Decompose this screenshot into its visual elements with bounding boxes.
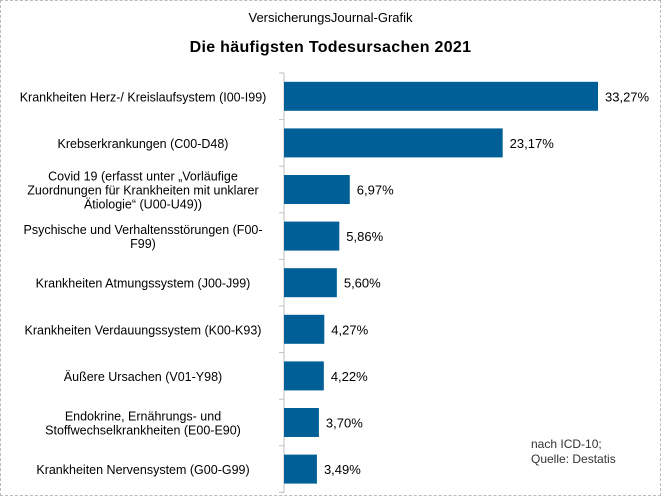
category-label: Krankheiten Herz-/ Kreislaufsystem (I00-… <box>20 90 267 104</box>
chart-note: nach ICD-10; Quelle: Destatis <box>531 437 616 467</box>
category-label: Psychische und Verhaltensstörungen (F00- <box>23 223 262 237</box>
bar <box>284 81 598 111</box>
category-label: Ätiologie“ (U00-U49)) <box>84 198 202 212</box>
chart-source: VersicherungsJournal-Grafik <box>248 10 413 25</box>
category-label: Krankheiten Verdauungssystem (K00-K93) <box>25 323 262 337</box>
category-label: Krankheiten Atmungssystem (J00-J99) <box>36 277 251 291</box>
bar <box>284 314 325 344</box>
data-label: 3,49% <box>324 462 361 477</box>
bar <box>284 128 503 158</box>
category-label: Covid 19 (erfasst unter „Vorläufige <box>48 170 238 184</box>
chart-title: Die häufigsten Todesursachen 2021 <box>189 39 472 56</box>
data-label: 5,86% <box>346 229 383 244</box>
note-line: nach ICD-10; <box>531 437 602 451</box>
note-line: Quelle: Destatis <box>531 452 616 466</box>
category-label: Stoffwechselkrankheiten (E00-E90) <box>45 424 241 438</box>
bar <box>284 408 319 437</box>
data-label: 23,17% <box>510 136 555 151</box>
bar <box>284 361 324 391</box>
data-label: 6,97% <box>357 183 394 198</box>
bar <box>284 268 337 298</box>
data-label: 4,22% <box>331 369 368 384</box>
category-label: Endokrine, Ernährungs- und <box>65 410 221 424</box>
bar <box>284 454 317 484</box>
data-label: 5,60% <box>344 276 381 291</box>
data-label: 3,70% <box>326 416 363 431</box>
category-label: Zuordnungen für Krankheiten mit unklarer <box>27 184 258 198</box>
category-label: Krebserkrankungen (C00-D48) <box>58 137 229 151</box>
bar <box>284 221 340 251</box>
data-label: 4,27% <box>331 322 368 337</box>
category-label: Krankheiten Nervensystem (G00-G99) <box>36 463 249 477</box>
category-label: Äußere Ursachen (V01-Y98) <box>64 370 222 384</box>
bar <box>284 175 350 204</box>
category-label: F99) <box>130 237 156 251</box>
data-label: 33,27% <box>605 89 650 104</box>
